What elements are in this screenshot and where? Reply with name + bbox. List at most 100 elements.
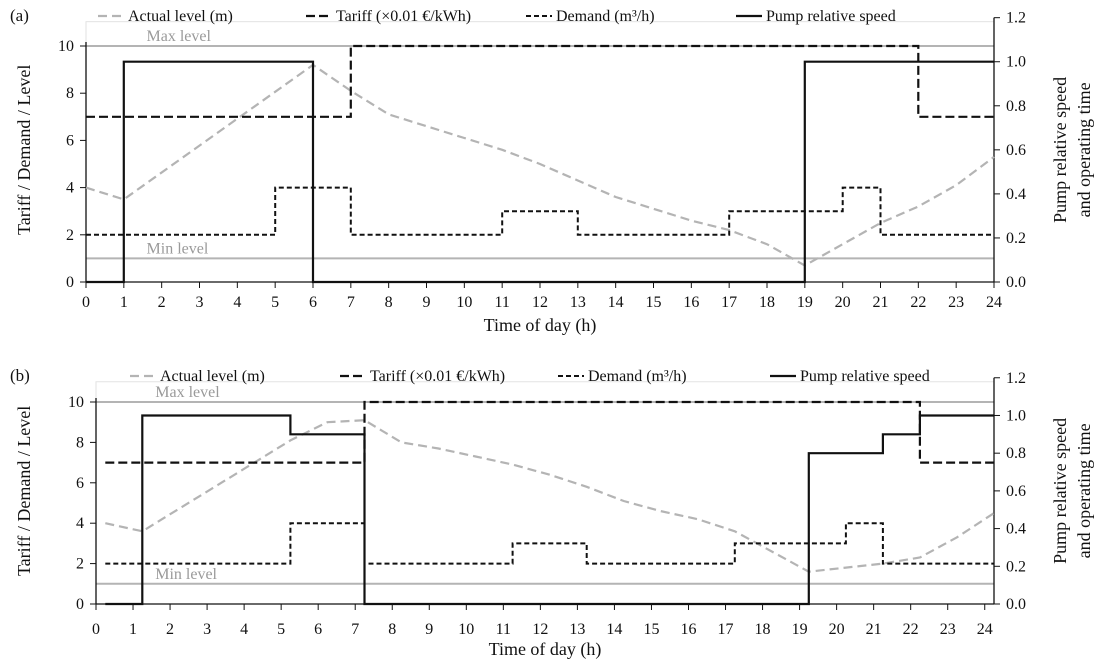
x-tick-label: 21 — [866, 621, 882, 638]
x-tick-label: 20 — [835, 294, 851, 311]
x-axis-label: Time of day (h) — [484, 315, 597, 336]
x-tick-label: 21 — [873, 294, 889, 311]
series-line-1 — [105, 419, 995, 573]
series-line-3 — [105, 522, 994, 565]
x-tick-label: 14 — [606, 621, 622, 638]
series-line-4 — [86, 60, 994, 284]
y-left-tick-label: 10 — [68, 394, 84, 411]
y-right-tick-label: 0.8 — [1006, 445, 1026, 462]
legend-label-4: Pump relative speed — [766, 8, 896, 25]
x-tick-label: 0 — [82, 294, 90, 311]
x-tick-label: 3 — [203, 621, 211, 638]
x-tick-label: 16 — [680, 621, 696, 638]
x-tick-label: 2 — [158, 294, 166, 311]
x-tick-label: 11 — [496, 621, 511, 638]
x-tick-label: 14 — [608, 294, 624, 311]
y-right-tick-label: 0.0 — [1006, 274, 1026, 291]
y-right-tick-label: 0.0 — [1006, 596, 1026, 613]
x-tick-label: 9 — [425, 621, 433, 638]
x-tick-label: 0 — [92, 621, 100, 638]
series-line-2 — [105, 400, 994, 464]
legend-label-1: Actual level (m) — [160, 368, 265, 385]
x-tick-label: 6 — [314, 621, 322, 638]
y-left-tick-label: 8 — [66, 85, 74, 102]
x-tick-label: 13 — [569, 621, 585, 638]
y-right-tick-label: 1.0 — [1006, 54, 1026, 71]
x-tick-label: 18 — [759, 294, 775, 311]
x-tick-label: 12 — [532, 621, 548, 638]
y-right-tick-label: 0.8 — [1006, 98, 1026, 115]
y-right-tick-label: 0.6 — [1006, 142, 1026, 159]
reference-label: Max level — [147, 28, 212, 45]
y-right-axis-label-line2: and operating time — [1074, 82, 1094, 217]
y-left-axis-label: Tariff / Demand / Level — [14, 65, 34, 235]
y-left-tick-label: 10 — [58, 38, 74, 55]
legend-label-3: Demand (m³/h) — [556, 8, 655, 25]
x-tick-label: 6 — [309, 294, 317, 311]
y-left-tick-label: 2 — [76, 556, 84, 573]
y-right-tick-label: 1.0 — [1006, 407, 1026, 424]
y-right-tick-label: 0.6 — [1006, 483, 1026, 500]
x-tick-label: 5 — [277, 621, 285, 638]
y-left-tick-label: 4 — [76, 515, 84, 532]
y-left-tick-label: 4 — [66, 180, 74, 197]
y-left-tick-label: 2 — [66, 227, 74, 244]
reference-label: Min level — [155, 566, 217, 583]
x-tick-label: 23 — [948, 294, 964, 311]
y-right-tick-label: 0.2 — [1006, 558, 1026, 575]
panel-tag: (a) — [10, 6, 29, 25]
x-tick-label: 12 — [532, 294, 548, 311]
x-tick-label: 5 — [271, 294, 279, 311]
y-left-axis-label: Tariff / Demand / Level — [14, 406, 34, 576]
legend-label-2: Tariff (×0.01 €/kWh) — [336, 8, 471, 25]
x-tick-label: 11 — [494, 294, 509, 311]
x-tick-label: 17 — [721, 294, 737, 311]
y-right-tick-label: 1.2 — [1006, 10, 1026, 27]
y-left-tick-label: 6 — [76, 475, 84, 492]
y-left-tick-label: 0 — [76, 596, 84, 613]
x-tick-label: 10 — [456, 294, 472, 311]
x-tick-label: 1 — [129, 621, 137, 638]
x-tick-label: 22 — [910, 294, 926, 311]
legend-label-4: Pump relative speed — [800, 368, 930, 385]
reference-label: Min level — [147, 240, 209, 257]
legend-label-3: Demand (m³/h) — [588, 368, 687, 385]
x-tick-label: 8 — [385, 294, 393, 311]
x-tick-label: 20 — [829, 621, 845, 638]
y-right-axis-label-line1: Pump relative speed — [1050, 418, 1070, 564]
y-right-tick-label: 1.2 — [1006, 370, 1026, 387]
x-tick-label: 19 — [792, 621, 808, 638]
x-tick-label: 17 — [718, 621, 734, 638]
x-tick-label: 10 — [458, 621, 474, 638]
y-right-axis-label-line2: and operating time — [1074, 423, 1094, 558]
y-right-axis-label-line1: Pump relative speed — [1050, 77, 1070, 223]
x-tick-label: 16 — [683, 294, 699, 311]
x-tick-label: 9 — [423, 294, 431, 311]
x-tick-label: 15 — [646, 294, 662, 311]
x-tick-label: 23 — [940, 621, 956, 638]
y-right-tick-label: 0.4 — [1006, 186, 1026, 203]
x-tick-label: 15 — [643, 621, 659, 638]
x-tick-label: 24 — [977, 621, 993, 638]
x-tick-label: 1 — [120, 294, 128, 311]
y-right-tick-label: 0.4 — [1006, 521, 1026, 538]
x-tick-label: 4 — [240, 621, 248, 638]
x-tick-label: 13 — [570, 294, 586, 311]
series-line-1 — [85, 63, 995, 267]
x-tick-label: 18 — [755, 621, 771, 638]
x-tick-label: 8 — [388, 621, 396, 638]
y-left-tick-label: 8 — [76, 434, 84, 451]
x-tick-label: 24 — [986, 294, 1002, 311]
y-left-tick-label: 0 — [66, 274, 74, 291]
x-tick-label: 2 — [166, 621, 174, 638]
series-line-4 — [105, 414, 994, 606]
reference-label: Max level — [155, 384, 220, 401]
x-tick-label: 7 — [351, 621, 359, 638]
series-line-2 — [86, 44, 994, 118]
series-line-3 — [86, 186, 994, 236]
y-right-tick-label: 0.2 — [1006, 230, 1026, 247]
legend-label-1: Actual level (m) — [128, 8, 233, 25]
